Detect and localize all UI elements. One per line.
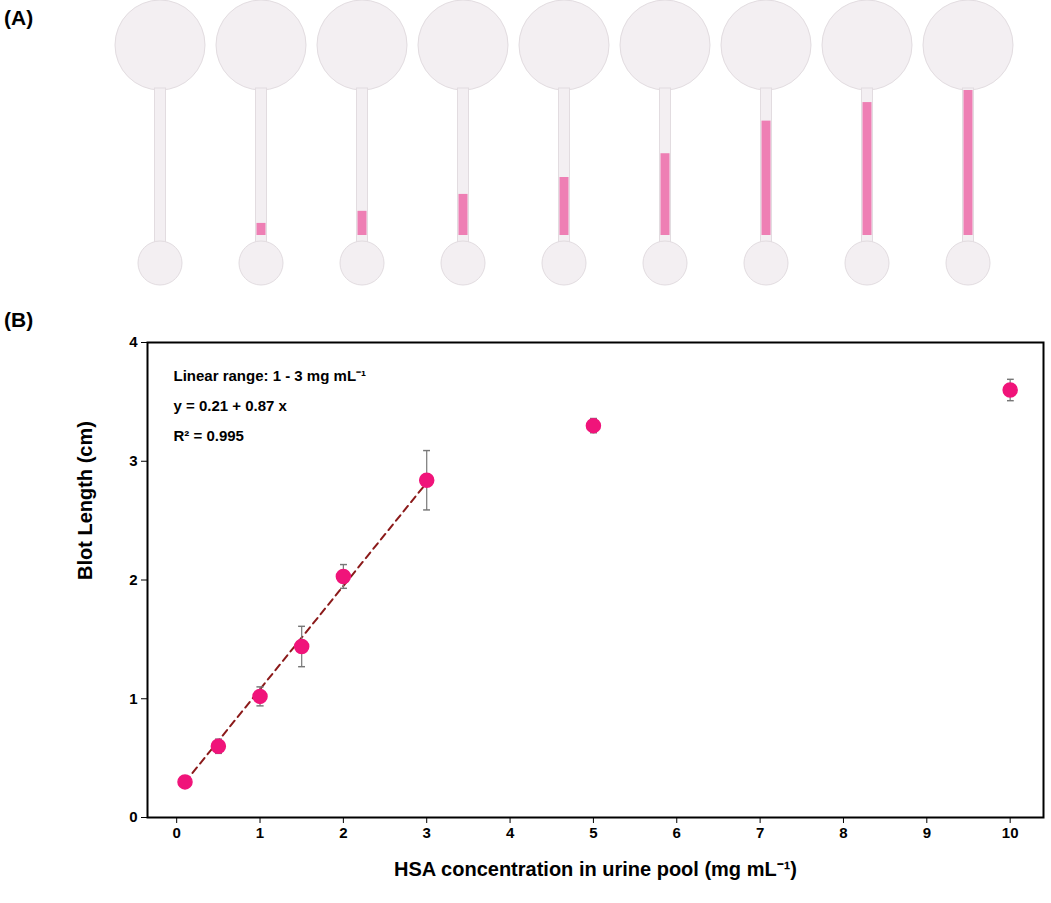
svg-text:5: 5 — [589, 824, 597, 841]
svg-text:10: 10 — [1002, 824, 1019, 841]
svg-text:Linear range: 1 - 3 mg mL⁻¹: Linear range: 1 - 3 mg mL⁻¹ — [174, 367, 367, 384]
svg-text:2: 2 — [129, 571, 137, 588]
html-text:(B): (B) — [4, 308, 34, 331]
svg-text:3: 3 — [129, 452, 137, 469]
svg-text:Blot Length (cm): Blot Length (cm) — [74, 421, 96, 580]
svg-text:8: 8 — [839, 824, 847, 841]
svg-text:4: 4 — [506, 824, 515, 841]
svg-text:4: 4 — [129, 333, 138, 350]
svg-text:9: 9 — [923, 824, 931, 841]
html-text:(A): (A) — [4, 6, 34, 29]
svg-text:y = 0.21 + 0.87 x: y = 0.21 + 0.87 x — [174, 397, 288, 414]
svg-text:1: 1 — [129, 690, 137, 707]
svg-text:2: 2 — [339, 824, 347, 841]
svg-text:0: 0 — [129, 808, 137, 825]
svg-text:0: 0 — [173, 824, 181, 841]
svg-text:7: 7 — [756, 824, 764, 841]
svg-text:R² = 0.995: R² = 0.995 — [174, 427, 244, 444]
svg-text:6: 6 — [673, 824, 681, 841]
svg-text:1: 1 — [256, 824, 264, 841]
svg-text:HSA concentration in urine poo: HSA concentration in urine pool (mg mL⁻¹… — [394, 858, 797, 880]
svg-text:3: 3 — [423, 824, 431, 841]
